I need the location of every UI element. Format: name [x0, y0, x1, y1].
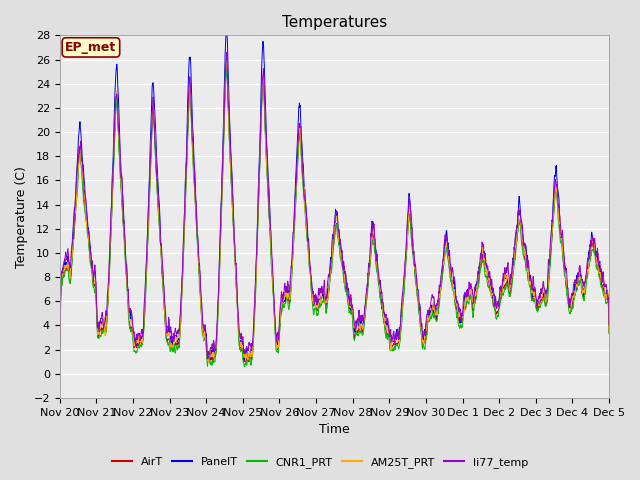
Y-axis label: Temperature (C): Temperature (C)	[15, 166, 28, 267]
Text: EP_met: EP_met	[65, 41, 116, 54]
X-axis label: Time: Time	[319, 423, 350, 436]
Legend: AirT, PanelT, CNR1_PRT, AM25T_PRT, li77_temp: AirT, PanelT, CNR1_PRT, AM25T_PRT, li77_…	[108, 452, 532, 472]
Title: Temperatures: Temperatures	[282, 15, 387, 30]
